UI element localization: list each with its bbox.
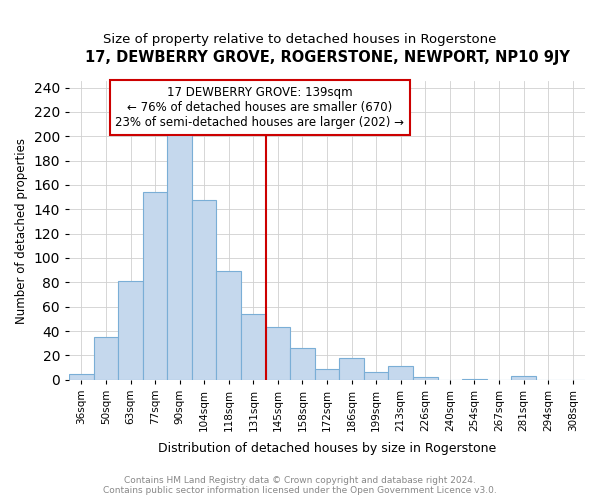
- Bar: [315, 369, 340, 380]
- Bar: [167, 135, 192, 380]
- Bar: [217, 272, 241, 380]
- X-axis label: Distribution of detached houses by size in Rogerstone: Distribution of detached houses by size …: [158, 442, 496, 455]
- Bar: [364, 372, 388, 380]
- Bar: [192, 200, 217, 380]
- Bar: [290, 348, 315, 380]
- Text: Contains HM Land Registry data © Crown copyright and database right 2024.
Contai: Contains HM Land Registry data © Crown c…: [103, 476, 497, 495]
- Bar: [241, 314, 266, 380]
- Text: 17 DEWBERRY GROVE: 139sqm
← 76% of detached houses are smaller (670)
23% of semi: 17 DEWBERRY GROVE: 139sqm ← 76% of detac…: [115, 86, 404, 129]
- Bar: [118, 281, 143, 380]
- Bar: [340, 358, 364, 380]
- Y-axis label: Number of detached properties: Number of detached properties: [15, 138, 28, 324]
- Text: Size of property relative to detached houses in Rogerstone: Size of property relative to detached ho…: [103, 32, 497, 46]
- Bar: [94, 337, 118, 380]
- Bar: [266, 328, 290, 380]
- Title: 17, DEWBERRY GROVE, ROGERSTONE, NEWPORT, NP10 9JY: 17, DEWBERRY GROVE, ROGERSTONE, NEWPORT,…: [85, 50, 569, 65]
- Bar: [143, 192, 167, 380]
- Bar: [388, 366, 413, 380]
- Bar: [462, 378, 487, 380]
- Bar: [69, 374, 94, 380]
- Bar: [511, 376, 536, 380]
- Bar: [413, 378, 437, 380]
